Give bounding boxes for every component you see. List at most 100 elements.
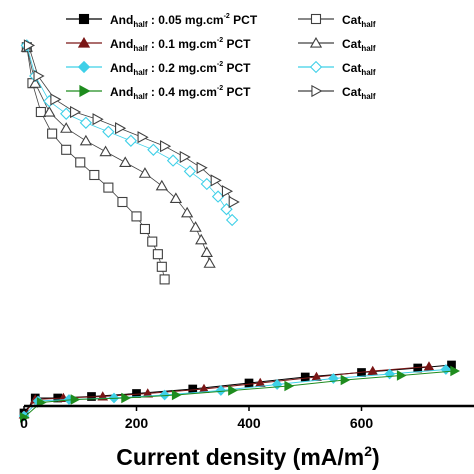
legend-marker bbox=[78, 13, 90, 25]
legend-entry: Andhalf : 0.2 mg.cm-2 PCT bbox=[66, 60, 251, 77]
cat-data-point bbox=[166, 154, 180, 167]
cat-data-point bbox=[156, 261, 167, 272]
cat-data-point bbox=[61, 144, 72, 155]
x-tick-label: 600 bbox=[350, 415, 374, 431]
cat-data-point bbox=[160, 140, 172, 153]
cat-data-point bbox=[221, 185, 234, 198]
cat-data-point bbox=[228, 195, 240, 209]
cat-data-point bbox=[50, 93, 62, 106]
cat-data-point bbox=[124, 134, 138, 147]
cat-data-point bbox=[23, 39, 36, 52]
cat-data-point bbox=[137, 131, 149, 144]
plot-area bbox=[18, 39, 461, 423]
cat-data-point bbox=[200, 177, 213, 191]
and-data-point bbox=[423, 361, 435, 371]
cat-data-point bbox=[70, 105, 82, 119]
cat-data-point bbox=[89, 169, 100, 181]
cat-series-0.4 bbox=[23, 39, 240, 209]
cat-data-point bbox=[196, 161, 208, 174]
and-series-line bbox=[23, 370, 455, 418]
cat-data-point bbox=[200, 246, 213, 258]
cat-series-0.05 bbox=[21, 42, 170, 285]
cat-data-point bbox=[99, 145, 112, 157]
cat-data-point bbox=[35, 106, 46, 118]
cat-data-point bbox=[43, 105, 56, 117]
legend-label: Andhalf : 0.2 mg.cm-2 PCT bbox=[110, 61, 251, 77]
legend-label: Cathalf bbox=[342, 85, 376, 101]
cat-data-point bbox=[119, 156, 132, 167]
and-data-point bbox=[188, 384, 198, 394]
cat-series-line bbox=[26, 47, 166, 280]
legend-entry: Andhalf : 0.1 mg.cm-2 PCT bbox=[66, 36, 251, 53]
cat-data-point bbox=[139, 223, 150, 235]
x-axis-ticks: 0 200 400 600 bbox=[20, 406, 373, 431]
and-data-point bbox=[450, 365, 461, 377]
and-data-point bbox=[36, 397, 47, 408]
and-series-line bbox=[23, 366, 430, 415]
cat-data-point bbox=[115, 122, 127, 135]
and-data-point bbox=[159, 389, 170, 401]
legend-label: Cathalf bbox=[342, 13, 376, 29]
cat-data-point bbox=[189, 221, 202, 232]
cat-data-point bbox=[47, 128, 58, 139]
legend-entry: Cathalf bbox=[298, 13, 376, 29]
cat-data-point bbox=[147, 236, 158, 247]
cat-data-point bbox=[75, 157, 86, 168]
legend-entry: Andhalf : 0.4 mg.cm-2 PCT bbox=[66, 84, 251, 101]
cat-data-point bbox=[131, 211, 142, 222]
cat-data-point bbox=[210, 174, 222, 187]
cat-data-point bbox=[180, 206, 194, 218]
cat-data-point bbox=[152, 249, 163, 260]
legend-marker bbox=[77, 36, 91, 48]
cat-data-point bbox=[195, 233, 208, 245]
cat-data-point bbox=[117, 196, 128, 208]
cat-data-point bbox=[155, 179, 168, 191]
cat-data-point bbox=[79, 134, 93, 146]
and-data-point bbox=[20, 412, 30, 423]
legend-entry: Cathalf bbox=[298, 60, 376, 77]
legend-label: Andhalf : 0.4 mg.cm-2 PCT bbox=[110, 85, 251, 101]
cat-data-point bbox=[179, 150, 191, 164]
legend-marker bbox=[310, 13, 322, 25]
x-tick-label: 0 bbox=[20, 415, 28, 431]
legend-label: Andhalf : 0.1 mg.cm-2 PCT bbox=[110, 37, 251, 53]
legend: Andhalf : 0.05 mg.cm-2 PCT Andhalf : 0.1 … bbox=[66, 13, 376, 101]
legend-entry: Andhalf : 0.05 mg.cm-2 PCT bbox=[66, 13, 258, 29]
cat-data-point bbox=[169, 192, 183, 203]
and-data-point bbox=[396, 370, 407, 381]
legend-marker bbox=[77, 60, 91, 74]
and-data-point bbox=[367, 365, 379, 375]
cat-data-point bbox=[102, 125, 115, 138]
and-data-point bbox=[121, 392, 131, 404]
and-data-point bbox=[228, 385, 238, 396]
cat-data-point bbox=[33, 69, 45, 83]
cat-data-point bbox=[183, 165, 197, 178]
legend-label: Andhalf : 0.05 mg.cm-2 PCT bbox=[110, 13, 258, 29]
cat-data-point bbox=[92, 113, 104, 126]
cat-data-point bbox=[211, 190, 225, 203]
cat-data-point bbox=[79, 116, 93, 129]
cat-data-point bbox=[138, 167, 152, 178]
legend-entry: Cathalf bbox=[298, 36, 376, 53]
and-data-point bbox=[300, 372, 310, 382]
and-data-point bbox=[215, 385, 227, 396]
cat-data-point bbox=[60, 122, 73, 133]
legend-label: Cathalf bbox=[342, 37, 376, 53]
cat-data-point bbox=[103, 182, 114, 193]
and-data-point bbox=[70, 394, 81, 405]
legend-marker bbox=[79, 84, 91, 98]
and-series-0.4 bbox=[20, 365, 461, 423]
x-axis-title: Current density (mA/m2) bbox=[116, 443, 379, 470]
cat-data-point bbox=[159, 274, 170, 285]
x-tick-label: 400 bbox=[237, 415, 261, 431]
cat-data-point bbox=[147, 143, 160, 156]
cat-data-point bbox=[203, 257, 216, 268]
and-data-point bbox=[244, 378, 254, 388]
legend-marker bbox=[309, 36, 323, 48]
and-data-point bbox=[340, 374, 351, 386]
legend-entry: Cathalf bbox=[298, 84, 376, 101]
cat-data-point bbox=[60, 107, 73, 120]
cat-data-point bbox=[225, 213, 239, 227]
and-series-line bbox=[23, 369, 446, 417]
